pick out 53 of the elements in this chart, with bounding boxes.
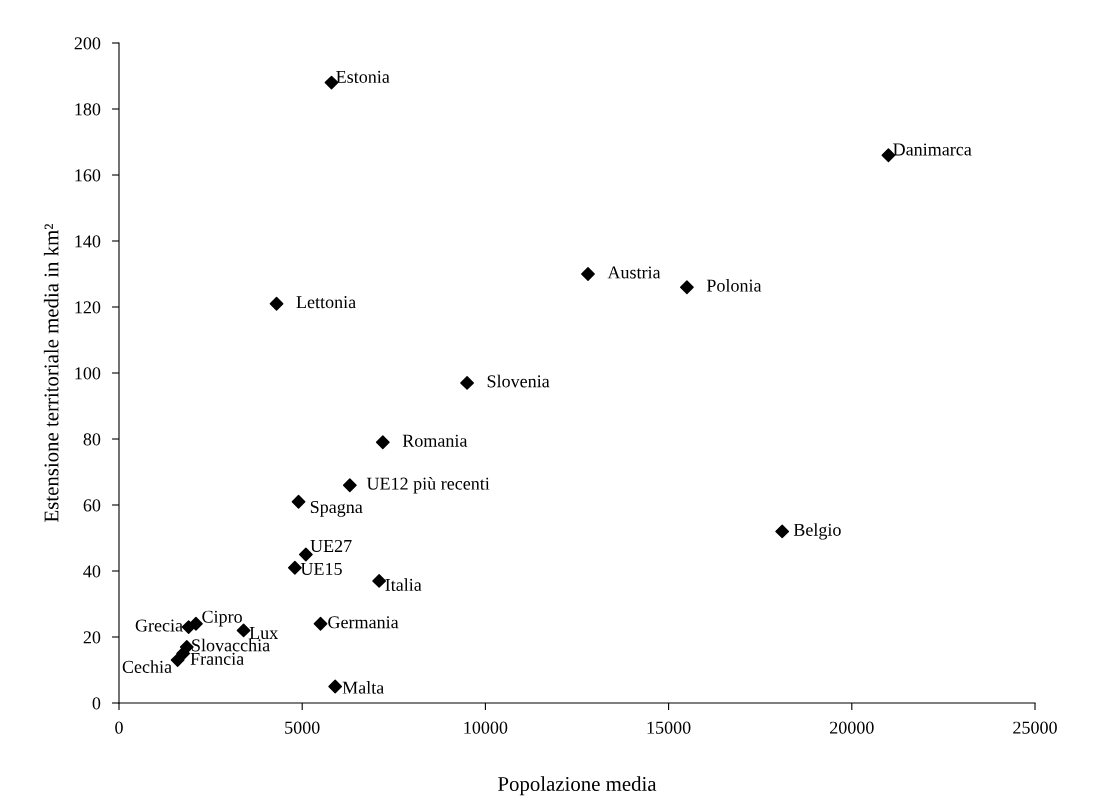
annotation: Polonia — [706, 279, 762, 292]
annotation: Italia — [385, 578, 422, 591]
y-tick-label: 160 — [75, 169, 101, 182]
annotation: Lux — [249, 627, 278, 640]
annotation: Estonia — [336, 70, 390, 83]
annotation: UE12 più recenti — [366, 477, 490, 494]
y-tick-label: 200 — [74, 37, 101, 50]
point — [342, 478, 357, 493]
point — [170, 653, 185, 668]
x-tick-label: 15000 — [647, 721, 691, 734]
annotation: Slovenia — [487, 374, 550, 388]
point — [291, 494, 306, 509]
x-tick-label: 20000 — [830, 721, 874, 734]
annotation: Malta — [342, 681, 384, 694]
point — [269, 296, 284, 311]
annotation: Germania — [328, 616, 399, 629]
x-tick-label: 10000 — [464, 721, 508, 734]
annotation: Francia — [190, 652, 244, 665]
annotation: Cipro — [202, 610, 242, 627]
point — [375, 435, 390, 450]
point — [372, 573, 387, 588]
point — [313, 616, 328, 631]
point — [680, 280, 694, 295]
x-tick-label: 5000 — [285, 721, 320, 734]
y-tick-label: 20 — [83, 631, 101, 644]
annotation: Romania — [402, 434, 468, 447]
point — [328, 679, 343, 694]
x-tick-label: 0 — [115, 721, 123, 734]
y-tick-label: 180 — [75, 103, 101, 116]
annotation: Slovacchia — [192, 638, 270, 652]
y-tick-label: 120 — [75, 301, 101, 314]
point — [775, 524, 790, 539]
y-axis-title: Estensione territoriale media in km² — [43, 223, 59, 522]
annotation: Grecia — [135, 619, 183, 632]
annotation: Cechia — [122, 660, 172, 673]
annotation: Spagna — [310, 500, 363, 517]
point — [287, 560, 302, 575]
point — [460, 375, 474, 390]
annotation: UE15 — [300, 562, 342, 575]
point — [581, 267, 595, 281]
annotation: Austria — [607, 266, 661, 279]
annotation: Belgio — [793, 523, 841, 540]
annotation: Lettonia — [296, 296, 356, 309]
y-tick-label: 80 — [83, 433, 101, 446]
y-tick-label: 100 — [75, 367, 101, 380]
x-tick-label: 25000 — [1013, 721, 1057, 734]
x-axis-title: Popolazione media — [498, 776, 657, 796]
y-tick-label: 0 — [92, 697, 101, 710]
y-tick-label: 40 — [83, 565, 101, 578]
annotation: UE27 — [310, 539, 352, 553]
annotation: Danimarca — [893, 143, 972, 156]
y-tick-label: 60 — [83, 499, 101, 512]
y-tick-label: 140 — [75, 235, 101, 248]
